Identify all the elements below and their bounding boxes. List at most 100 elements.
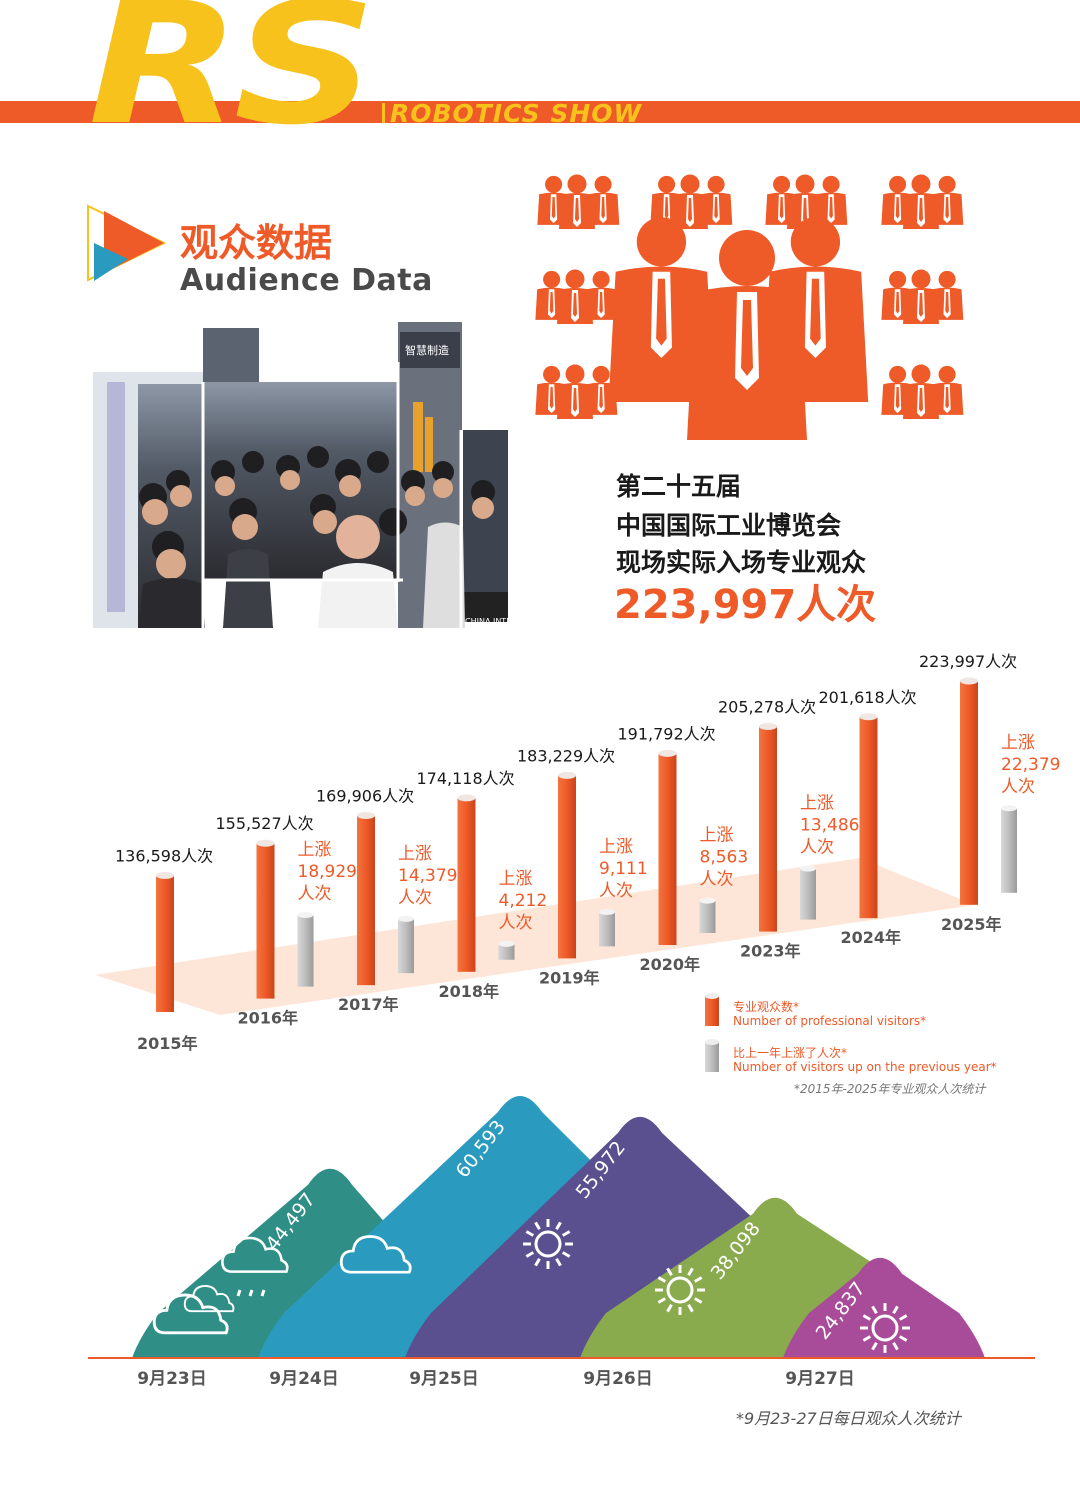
visitors-bar-label: 169,906人次: [316, 786, 414, 805]
sun-icon: [860, 1303, 910, 1353]
chart-note: *2015年-2025年专业观众人次统计: [794, 1082, 986, 1096]
category-label: 2019年: [539, 968, 600, 987]
category-label: 2025年: [941, 915, 1002, 934]
date-label: 9月23日: [137, 1369, 207, 1389]
increase-label: 上涨 14,379 人次: [398, 844, 457, 908]
increase-bar: [699, 900, 716, 933]
increase-label: 上涨 18,929 人次: [298, 840, 357, 904]
visitors-bar: [960, 681, 978, 905]
people-group-icon: [525, 160, 975, 440]
legend-item-visitors: [702, 990, 724, 1030]
category-label: 2016年: [238, 1009, 299, 1028]
chart-floor: [95, 858, 975, 1015]
increase-bar-cap: [800, 865, 816, 872]
increase-bar: [297, 915, 314, 987]
visitors-bar-cap: [558, 771, 576, 779]
visitors-bar-cap: [960, 677, 978, 685]
increase-bar: [398, 918, 414, 974]
visitors-bar-cap: [457, 794, 476, 802]
legend-label-visitors: 专业观众数* Number of professional visitors*: [733, 1000, 926, 1028]
visitors-bar-cap: [256, 839, 275, 847]
category-label: 2023年: [740, 942, 801, 961]
sun-icon: [655, 1265, 705, 1315]
play-triangle-icon: [87, 204, 167, 282]
increase-bar: [599, 911, 615, 947]
legend-swatch-gray: [705, 1039, 719, 1072]
sun-icon: [523, 1219, 573, 1269]
legend-label-visitors-en: Number of professional visitors*: [733, 1014, 927, 1028]
visitors-bar: [658, 753, 677, 945]
section-subtitle: Audience Data: [180, 263, 433, 298]
visitors-bar: [156, 875, 174, 1012]
photo-sign-text: 智慧制造: [405, 343, 449, 357]
visitors-bar: [558, 775, 576, 959]
category-label: 2018年: [439, 982, 500, 1001]
visitors-bar-cap: [156, 872, 174, 880]
increase-bar: [498, 943, 515, 960]
legend-item-increase: [702, 1036, 724, 1076]
logo-separator: [382, 103, 385, 123]
visitors-bar: [357, 815, 375, 986]
visitors-bar-label: 183,229人次: [517, 746, 615, 765]
date-label: 9月24日: [269, 1369, 339, 1389]
increase-label: 上涨 4,212 人次: [499, 869, 548, 933]
cloud-icon: [152, 1293, 229, 1335]
visitors-bar-cap: [357, 811, 375, 819]
date-label: 9月25日: [409, 1369, 479, 1389]
visitors-bar-label: 223,997人次: [919, 652, 1017, 671]
increase-bar-cap: [699, 897, 716, 904]
category-label: 2024年: [841, 928, 902, 947]
increase-bar: [1001, 808, 1017, 893]
summary-total: 223,997人次: [614, 582, 877, 628]
increase-bar-cap: [398, 915, 414, 922]
increase-bar-cap: [498, 940, 515, 947]
logo: RS: [88, 0, 376, 162]
cloud-icon: [339, 1235, 412, 1274]
category-label: 2017年: [338, 995, 399, 1014]
visitors-bar: [256, 843, 275, 999]
logo-subtitle: ROBOTICS SHOW: [390, 99, 643, 128]
visitors-bar-cap: [759, 723, 777, 731]
legend-label-increase: 比上一年上涨了人次* Number of visitors up on the …: [733, 1046, 997, 1074]
section-title: 观众数据: [180, 221, 333, 265]
visitors-bar-label: 201,618人次: [819, 688, 917, 707]
rain-drops: [236, 1289, 266, 1297]
legend-label-increase-en: Number of visitors up on the previous ye…: [733, 1060, 997, 1074]
date-label: 9月27日: [785, 1369, 855, 1389]
increase-label: 上涨 9,111 人次: [599, 837, 648, 901]
category-label: 2015年: [137, 1034, 198, 1053]
visitors-bar-label: 174,118人次: [417, 769, 515, 788]
date-label: 9月26日: [583, 1369, 653, 1389]
visitors-bar: [759, 726, 777, 932]
increase-bar-cap: [297, 912, 314, 919]
visitors-bar-chart: 136,598人次 2015年 155,527人次 2016年 上涨 18,929 人次 16…: [95, 652, 1060, 1053]
visitors-bar-label: 191,792人次: [618, 724, 716, 743]
legend-swatch-orange: [705, 993, 719, 1026]
visitors-bar: [457, 797, 476, 972]
crowd-photo-collage: 智慧制造 CHINA INTE: [93, 322, 508, 628]
visitors-bar-label: 205,278人次: [718, 698, 816, 717]
visitors-bar: [859, 716, 878, 919]
increase-label: 上涨 13,486 人次: [800, 794, 859, 858]
category-label: 2020年: [640, 955, 701, 974]
legend-label-visitors-cn: 专业观众数*: [733, 1000, 800, 1014]
summary-line-3: 现场实际入场专业观众: [616, 548, 867, 577]
visitors-bar-label: 136,598人次: [115, 847, 213, 866]
cloud-icon: [183, 1285, 235, 1313]
increase-label: 上涨 22,379 人次: [1001, 733, 1060, 797]
visitors-bar-cap: [859, 713, 878, 721]
legend-label-increase-cn: 比上一年上涨了人次*: [733, 1046, 848, 1060]
increase-label: 上涨 8,563 人次: [700, 826, 749, 890]
summary-line-1: 第二十五届: [616, 472, 742, 501]
photo-badge-text: CHINA INTE: [465, 617, 508, 626]
daily-note: *9月23-27日每日观众人次统计: [736, 1409, 961, 1428]
visitors-bar-cap: [658, 749, 677, 757]
increase-bar-cap: [1001, 805, 1017, 812]
header-bar: [0, 101, 1080, 123]
increase-bar: [800, 868, 816, 920]
rain-cloud-icon: [221, 1236, 289, 1273]
summary-line-2: 中国国际工业博览会: [616, 511, 842, 540]
visitors-bar-label: 155,527人次: [216, 814, 314, 833]
increase-bar-cap: [599, 908, 615, 915]
